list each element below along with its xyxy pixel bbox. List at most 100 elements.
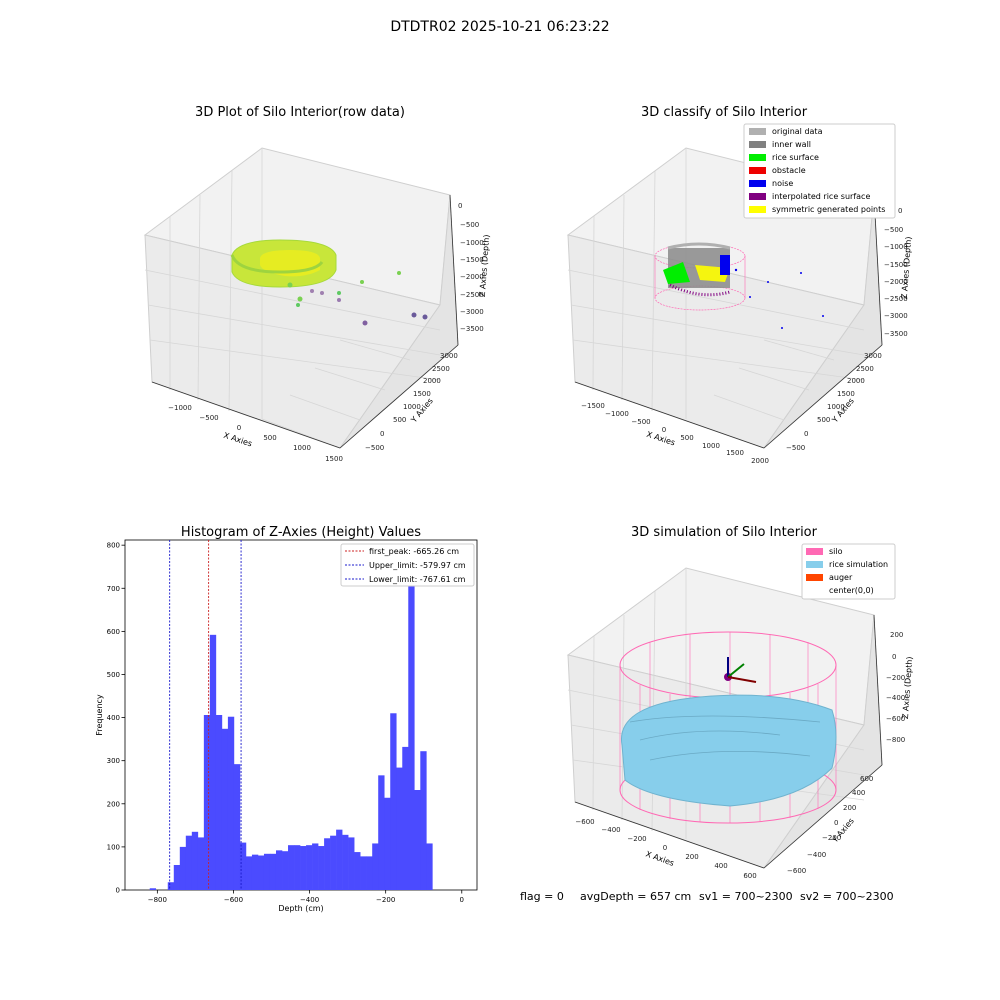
svg-text:200: 200 xyxy=(843,804,856,812)
svg-text:obstacle: obstacle xyxy=(772,166,806,175)
histogram-bar xyxy=(390,713,397,890)
histogram-bar xyxy=(372,843,379,890)
svg-text:0: 0 xyxy=(237,424,241,432)
svg-text:−600: −600 xyxy=(886,715,905,723)
classified-point-cloud xyxy=(654,242,824,329)
svg-text:500: 500 xyxy=(263,434,276,442)
svg-text:−400: −400 xyxy=(601,826,620,834)
y-tick-label: 600 xyxy=(107,628,120,636)
svg-text:3000: 3000 xyxy=(440,352,458,360)
svg-text:0: 0 xyxy=(898,207,902,215)
svg-text:500: 500 xyxy=(680,434,693,442)
svg-text:0: 0 xyxy=(834,819,838,827)
histogram-bar xyxy=(269,853,277,890)
histogram-bar xyxy=(324,838,331,890)
rice-simulation-surface xyxy=(620,694,837,807)
status-footer: flag = 0 avgDepth = 657 cm sv1 = 700~230… xyxy=(520,890,894,903)
histogram-bar xyxy=(197,837,205,890)
svg-text:200: 200 xyxy=(890,631,903,639)
histogram-bar xyxy=(239,842,247,890)
histogram-bar xyxy=(257,855,265,890)
classify-legend: original data inner wall rice surface ob… xyxy=(743,123,896,219)
svg-text:noise: noise xyxy=(772,179,793,188)
svg-text:0: 0 xyxy=(380,430,384,438)
histogram-bar xyxy=(408,560,415,890)
svg-text:−1500: −1500 xyxy=(460,256,484,264)
y-tick-label: 800 xyxy=(107,542,120,550)
y-tick-label: 200 xyxy=(107,800,120,808)
histogram-x-axis-label: Depth (cm) xyxy=(278,904,323,913)
svg-text:−2500: −2500 xyxy=(884,295,908,303)
svg-text:2000: 2000 xyxy=(847,377,865,385)
svg-text:200: 200 xyxy=(685,853,698,861)
histogram-bar xyxy=(179,846,187,890)
histogram-bar xyxy=(173,865,181,890)
x-tick-label: −600 xyxy=(224,896,243,904)
histogram-bar xyxy=(300,846,307,890)
svg-text:first_peak: -665.26 cm: first_peak: -665.26 cm xyxy=(369,547,459,556)
svg-text:rice surface: rice surface xyxy=(772,153,819,162)
svg-text:400: 400 xyxy=(852,789,865,797)
histogram-bar xyxy=(342,834,349,890)
svg-text:−600: −600 xyxy=(575,818,594,826)
subplot-simulation: 3D simulation of Silo Interior xyxy=(566,525,914,880)
svg-text:2500: 2500 xyxy=(856,365,874,373)
svg-text:rice simulation: rice simulation xyxy=(829,560,888,569)
svg-text:−3500: −3500 xyxy=(884,330,908,338)
svg-text:−3500: −3500 xyxy=(460,325,484,333)
svg-text:−3000: −3000 xyxy=(884,312,908,320)
svg-text:−500: −500 xyxy=(786,444,805,452)
histogram-bar xyxy=(203,715,211,890)
subplot-raw-data: 3D Plot of Silo Interior(row data) xyxy=(143,105,491,463)
svg-text:1500: 1500 xyxy=(837,390,855,398)
svg-text:500: 500 xyxy=(393,416,406,424)
histogram-bar xyxy=(396,767,403,890)
y-tick-label: 500 xyxy=(107,671,120,679)
histogram-bar xyxy=(167,882,175,890)
svg-text:400: 400 xyxy=(714,862,727,870)
flag-status: flag = 0 xyxy=(520,890,564,903)
raw-plot-title: 3D Plot of Silo Interior(row data) xyxy=(195,105,405,120)
y-tick-label: 300 xyxy=(107,757,120,765)
raw-tick-labels: −1000 −500 0 500 1000 1500 −500 0 500 10… xyxy=(168,202,484,463)
histogram-y-axis-label: Frequency xyxy=(95,694,104,736)
histogram-bar xyxy=(233,764,241,890)
svg-text:600: 600 xyxy=(743,872,756,880)
histogram-bar xyxy=(282,851,289,890)
auger-origin-marker xyxy=(724,657,757,683)
histogram-bar xyxy=(318,846,325,890)
raw-point-cloud xyxy=(230,239,428,326)
histogram-bar xyxy=(426,843,433,890)
histogram-bar xyxy=(251,854,259,890)
svg-text:0: 0 xyxy=(804,430,808,438)
classify-z-axis-label: Z Axies (Depth) xyxy=(900,236,913,299)
raw-3d-axes-box xyxy=(143,147,459,449)
histogram-bar xyxy=(275,850,283,890)
histogram-x-ticks: −800 −600 −400 −200 0 xyxy=(148,890,464,904)
histogram-bar xyxy=(402,746,409,890)
svg-text:−1000: −1000 xyxy=(168,404,192,412)
simulation-plot-title: 3D simulation of Silo Interior xyxy=(631,525,818,540)
svg-text:center(0,0): center(0,0) xyxy=(829,586,874,595)
histogram-bar xyxy=(414,790,421,890)
histogram-bar xyxy=(348,837,355,890)
histogram-legend: first_peak: -665.26 cm Upper_limit: -579… xyxy=(340,543,475,587)
svg-text:−500: −500 xyxy=(884,226,903,234)
svg-text:1500: 1500 xyxy=(413,390,431,398)
subplot-classify: 3D classify of Silo Interior xyxy=(566,105,913,465)
svg-text:−500: −500 xyxy=(365,444,384,452)
svg-text:−1500: −1500 xyxy=(581,402,605,410)
svg-text:2500: 2500 xyxy=(432,365,450,373)
simulation-x-axis-label: X Axies xyxy=(644,849,675,868)
histogram-bar xyxy=(366,856,373,890)
svg-text:−1000: −1000 xyxy=(605,410,629,418)
histogram-reference-lines xyxy=(169,540,242,890)
svg-text:−2000: −2000 xyxy=(884,278,908,286)
svg-text:0: 0 xyxy=(892,653,896,661)
histogram-y-ticks: 0 100 200 300 400 500 600 700 800 xyxy=(107,542,125,895)
x-tick-label: −800 xyxy=(148,896,167,904)
histogram-bar xyxy=(384,797,391,890)
svg-text:−200: −200 xyxy=(822,834,841,842)
histogram-bar xyxy=(336,829,343,890)
